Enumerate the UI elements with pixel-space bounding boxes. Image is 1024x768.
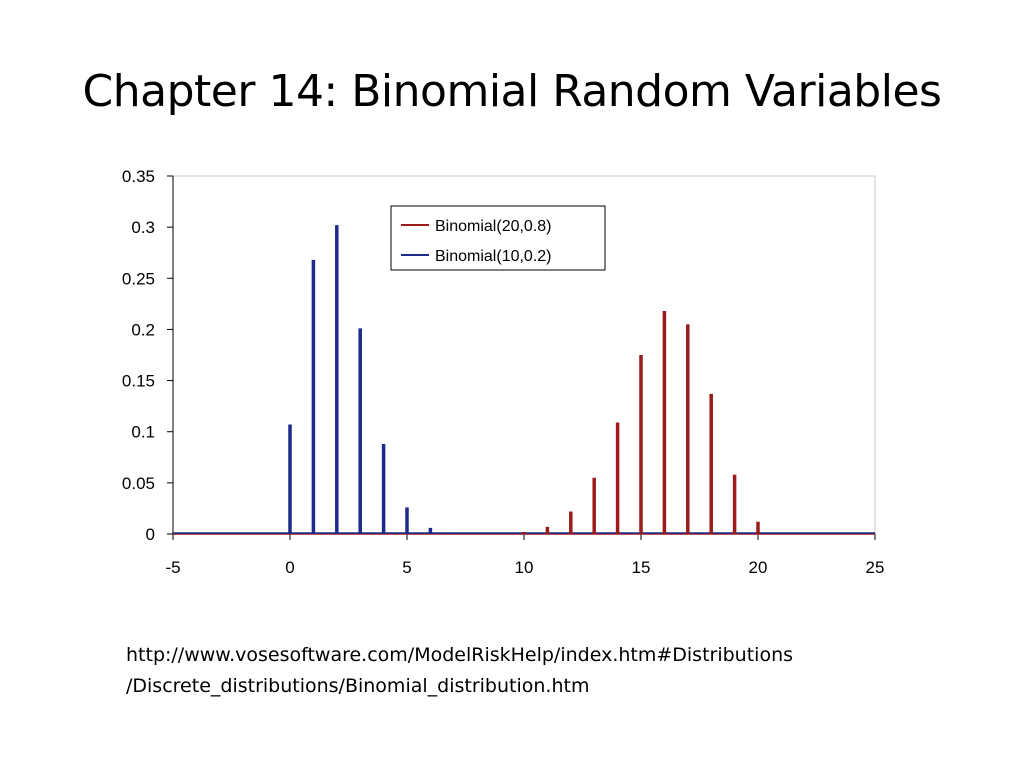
y-tick-label: 0.15 <box>122 372 155 391</box>
y-tick-label: 0.1 <box>131 423 155 442</box>
source-url[interactable]: http://www.vosesoftware.com/ModelRiskHel… <box>126 640 946 702</box>
legend: Binomial(20,0.8) Binomial(10,0.2) <box>390 205 606 271</box>
y-tick-label: 0.3 <box>131 218 155 237</box>
x-tick-label: -5 <box>165 558 180 577</box>
y-tick-label: 0.05 <box>122 474 155 493</box>
x-tick-label: 0 <box>285 558 294 577</box>
axes: 0 0.05 0.1 0.15 0.2 0.25 0.3 0.35 -5 0 5 10 15 20 25 <box>122 167 885 577</box>
y-tick-label: 0.25 <box>122 269 155 288</box>
legend-label: Binomial(20,0.8) <box>435 218 552 235</box>
y-tick-label: 0.2 <box>131 320 155 339</box>
binomial-chart: 0 0.05 0.1 0.15 0.2 0.25 0.3 0.35 -5 0 5 10 15 20 25 B… <box>122 167 885 577</box>
x-tick-label: 25 <box>866 558 885 577</box>
x-tick-label: 5 <box>402 558 411 577</box>
x-tick-label: 15 <box>632 558 651 577</box>
bars <box>173 225 875 535</box>
x-tick-label: 20 <box>749 558 768 577</box>
legend-label: Binomial(10,0.2) <box>435 248 552 265</box>
slide-title: Chapter 14: Binomial Random Variables <box>82 66 942 117</box>
y-tick-label: 0.35 <box>122 167 155 186</box>
y-tick-label: 0 <box>146 525 155 544</box>
source-url-line-1[interactable]: http://www.vosesoftware.com/ModelRiskHel… <box>126 644 794 666</box>
source-url-line-2[interactable]: /Discrete_distributions/Binomial_distrib… <box>126 675 590 697</box>
x-tick-label: 10 <box>515 558 534 577</box>
legend-box <box>390 205 606 271</box>
